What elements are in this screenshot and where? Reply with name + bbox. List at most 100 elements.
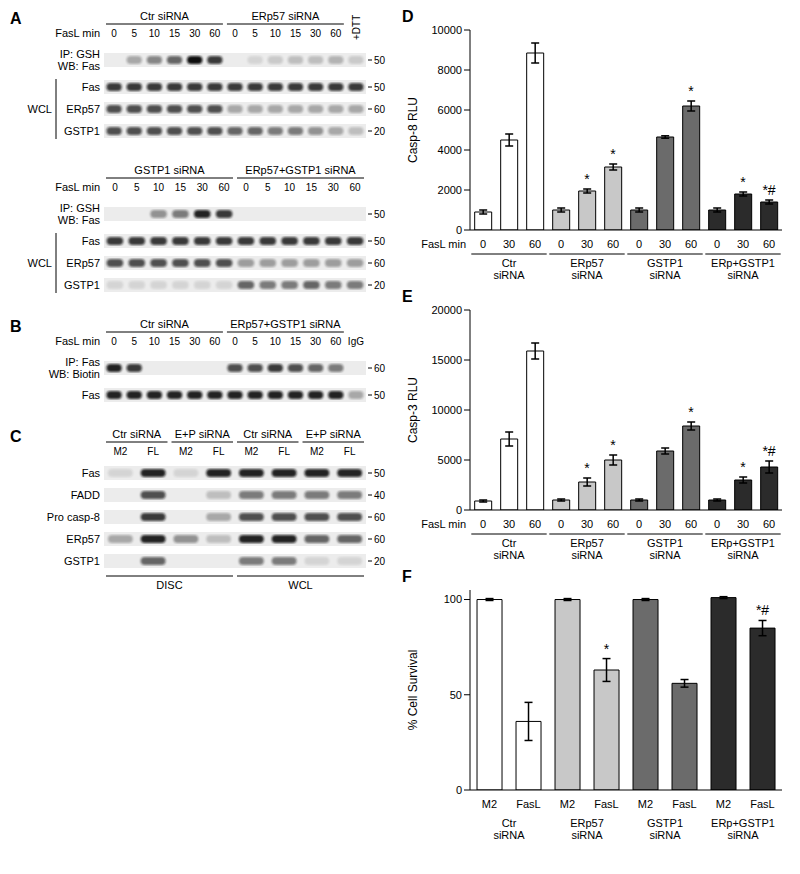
svg-text:GSTP1: GSTP1 xyxy=(647,817,683,829)
svg-text:0: 0 xyxy=(558,238,564,250)
svg-text:WCL: WCL xyxy=(288,579,312,591)
svg-text:10: 10 xyxy=(149,336,161,347)
svg-text:ERp57: ERp57 xyxy=(570,257,604,269)
svg-text:15: 15 xyxy=(175,182,187,193)
svg-text:60: 60 xyxy=(685,518,697,530)
svg-text:IgG: IgG xyxy=(348,336,364,347)
svg-text:ERp57+GSTP1 siRNA: ERp57+GSTP1 siRNA xyxy=(245,164,356,176)
svg-text:ERp57: ERp57 xyxy=(66,103,100,115)
svg-text:WCL: WCL xyxy=(28,257,52,269)
svg-text:Fas: Fas xyxy=(82,389,101,401)
svg-text:FL: FL xyxy=(344,446,356,457)
svg-text:siRNA: siRNA xyxy=(649,549,681,561)
svg-text:ERp+GSTP1: ERp+GSTP1 xyxy=(711,537,775,549)
svg-text:8000: 8000 xyxy=(438,64,462,76)
svg-text:10: 10 xyxy=(270,28,282,39)
svg-text:FasL min: FasL min xyxy=(421,238,466,250)
svg-text:WB: Biotin: WB: Biotin xyxy=(49,368,100,380)
svg-text:ERp57: ERp57 xyxy=(570,817,604,829)
svg-text:IP: GSH: IP: GSH xyxy=(60,202,100,214)
svg-text:*: * xyxy=(610,146,616,162)
svg-text:WB: Fas: WB: Fas xyxy=(58,214,101,226)
svg-text:FasL min: FasL min xyxy=(55,27,100,39)
svg-text:ERp+GSTP1: ERp+GSTP1 xyxy=(711,817,775,829)
svg-text:0: 0 xyxy=(112,182,118,193)
svg-text:*: * xyxy=(610,437,616,453)
svg-text:ERp57: ERp57 xyxy=(66,533,100,545)
svg-text:5: 5 xyxy=(131,336,137,347)
svg-text:*: * xyxy=(740,174,746,190)
svg-text:Ctr: Ctr xyxy=(502,537,517,549)
svg-text:0: 0 xyxy=(636,518,642,530)
svg-text:15: 15 xyxy=(169,336,181,347)
svg-text:FasL min: FasL min xyxy=(421,518,466,530)
svg-text:siRNA: siRNA xyxy=(493,269,525,281)
svg-text:M2: M2 xyxy=(716,798,731,810)
svg-text:GSTP1: GSTP1 xyxy=(64,555,100,567)
svg-text:50: 50 xyxy=(450,689,462,701)
svg-text:4000: 4000 xyxy=(438,144,462,156)
svg-text:siRNA: siRNA xyxy=(727,269,759,281)
svg-text:60: 60 xyxy=(607,238,619,250)
svg-text:IP: Fas: IP: Fas xyxy=(65,356,100,368)
svg-text:FasL min: FasL min xyxy=(55,181,100,193)
svg-text:*: * xyxy=(688,404,694,420)
svg-text:0: 0 xyxy=(456,504,462,516)
svg-text:60: 60 xyxy=(374,512,386,523)
svg-text:M2: M2 xyxy=(244,446,258,457)
svg-text:100: 100 xyxy=(444,593,462,605)
svg-text:15: 15 xyxy=(290,336,302,347)
svg-text:siRNA: siRNA xyxy=(649,269,681,281)
svg-text:*: * xyxy=(584,460,590,476)
svg-text:20000: 20000 xyxy=(431,304,462,316)
svg-text:50: 50 xyxy=(374,236,386,247)
svg-text:20: 20 xyxy=(374,556,386,567)
svg-text:siRNA: siRNA xyxy=(649,829,681,841)
svg-text:0: 0 xyxy=(558,518,564,530)
svg-text:siRNA: siRNA xyxy=(493,829,525,841)
svg-text:0: 0 xyxy=(243,182,249,193)
svg-text:15: 15 xyxy=(290,28,302,39)
svg-text:siRNA: siRNA xyxy=(571,829,603,841)
svg-text:5000: 5000 xyxy=(438,454,462,466)
svg-text:FL: FL xyxy=(278,446,290,457)
svg-text:A: A xyxy=(10,10,22,27)
svg-text:60: 60 xyxy=(374,104,386,115)
svg-text:Ctr siRNA: Ctr siRNA xyxy=(112,428,162,440)
svg-text:IP: GSH: IP: GSH xyxy=(60,48,100,60)
svg-text:15000: 15000 xyxy=(431,354,462,366)
svg-text:60: 60 xyxy=(763,518,775,530)
svg-text:30: 30 xyxy=(328,182,340,193)
svg-text:60: 60 xyxy=(330,28,342,39)
svg-text:B: B xyxy=(10,318,22,335)
svg-text:FasL: FasL xyxy=(516,798,540,810)
svg-text:5: 5 xyxy=(265,182,271,193)
svg-text:GSTP1: GSTP1 xyxy=(647,257,683,269)
svg-text:GSTP1: GSTP1 xyxy=(64,279,100,291)
svg-text:60: 60 xyxy=(607,518,619,530)
svg-text:60: 60 xyxy=(374,534,386,545)
svg-text:GSTP1 siRNA: GSTP1 siRNA xyxy=(134,164,205,176)
svg-text:0: 0 xyxy=(456,224,462,236)
svg-text:*#: *# xyxy=(756,602,769,618)
svg-text:50: 50 xyxy=(374,390,386,401)
svg-text:Pro casp-8: Pro casp-8 xyxy=(47,511,100,523)
svg-text:0: 0 xyxy=(714,238,720,250)
svg-text:60: 60 xyxy=(350,182,362,193)
svg-text:C: C xyxy=(10,428,22,445)
svg-text:20: 20 xyxy=(374,280,386,291)
svg-text:siRNA: siRNA xyxy=(727,549,759,561)
svg-text:siRNA: siRNA xyxy=(571,269,603,281)
svg-text:0: 0 xyxy=(232,336,238,347)
svg-text:ERp57: ERp57 xyxy=(66,257,100,269)
svg-text:30: 30 xyxy=(197,182,209,193)
svg-text:5: 5 xyxy=(131,28,137,39)
svg-text:10: 10 xyxy=(270,336,282,347)
svg-text:10000: 10000 xyxy=(431,24,462,36)
svg-text:30: 30 xyxy=(310,28,322,39)
svg-text:15: 15 xyxy=(169,28,181,39)
svg-text:30: 30 xyxy=(189,336,201,347)
svg-text:FasL min: FasL min xyxy=(55,335,100,347)
svg-text:60: 60 xyxy=(763,238,775,250)
svg-text:Ctr siRNA: Ctr siRNA xyxy=(243,428,293,440)
